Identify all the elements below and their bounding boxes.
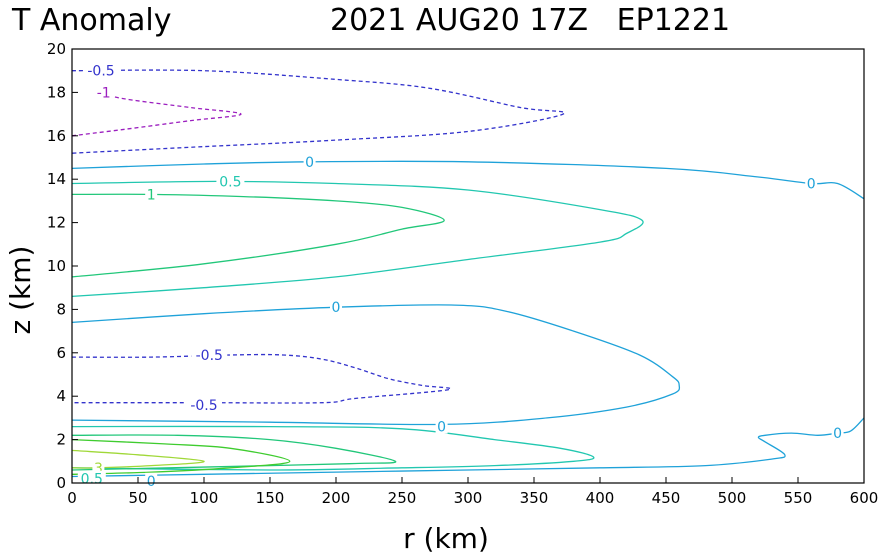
contour-label: 0 (807, 177, 816, 193)
contour-label-bg (216, 173, 245, 189)
y-tick-label: 16 (47, 127, 66, 145)
contour-line-9 (71, 438, 291, 475)
contour-label-bg (330, 299, 342, 315)
contour-line-6 (71, 353, 452, 404)
contour-line-8 (71, 434, 397, 471)
y-tick-label: 0 (56, 474, 66, 492)
x-axis-ticks: 0 50 100 150 200 250 300 350 400 450 500 550 600 (67, 477, 878, 507)
chart-title-right: 2021 AUG20 17Z EP1221 (330, 3, 730, 38)
y-tick-label: 2 (56, 431, 66, 449)
contour-label: 0.5 (81, 472, 103, 488)
contour-label: 0 (833, 426, 842, 442)
x-tick-label: 500 (718, 489, 747, 507)
y-axis-label: z (km) (4, 246, 37, 335)
contour-line-5 (71, 304, 681, 426)
contour-label-bg (186, 396, 222, 412)
x-tick-label: 450 (652, 489, 681, 507)
y-tick-label: 18 (47, 83, 66, 101)
x-tick-label: 600 (850, 489, 879, 507)
x-tick-label: 150 (256, 489, 285, 507)
contour-label-bg (303, 153, 316, 169)
contour-line-10 (71, 449, 205, 469)
contour-line-1 (71, 69, 566, 154)
contour-label-bg (831, 425, 844, 441)
x-tick-label: 300 (454, 489, 483, 507)
contour-labels: -0.5 -1 0 0 0.5 1 0 -0.5 -0.5 0 0 3 0 0.5 (77, 62, 844, 490)
contour-label: 0 (305, 155, 314, 171)
y-tick-label: 4 (56, 387, 66, 405)
y-tick-label: 14 (47, 170, 66, 188)
y-tick-label: 20 (47, 40, 66, 58)
y-tick-label: 12 (47, 214, 66, 232)
contour-label: 3 (94, 461, 103, 477)
y-tick-label: 6 (56, 344, 66, 362)
contour-label-bg (191, 346, 228, 362)
contour-line-7 (71, 425, 595, 471)
contour-label: -0.5 (87, 64, 114, 80)
chart-title-left: T Anomaly (11, 3, 171, 38)
contour-lines (71, 69, 865, 478)
x-tick-label: 200 (322, 489, 351, 507)
contour-label: 0 (147, 474, 156, 490)
contour-line-11 (71, 417, 865, 478)
x-tick-label: 250 (388, 489, 417, 507)
contour-line-2 (71, 160, 865, 200)
contour-label: 1 (147, 187, 156, 203)
contour-label-bg (145, 472, 158, 488)
x-axis-label: r (km) (403, 522, 489, 555)
contour-line-4 (71, 193, 445, 278)
x-tick-label: 350 (520, 489, 549, 507)
contour-label: 0.5 (219, 174, 241, 190)
contour-line-0 (71, 91, 242, 137)
x-tick-label: 400 (586, 489, 615, 507)
contour-label: 0 (332, 300, 341, 316)
contour-label: -0.5 (190, 398, 217, 414)
contour-label-bg (805, 175, 818, 191)
x-tick-label: 100 (190, 489, 219, 507)
contour-label: -1 (97, 85, 111, 101)
contour-label-bg (93, 84, 114, 100)
contour-line-3 (71, 180, 644, 298)
y-axis-ticks: 0 2 4 6 8 10 12 14 16 18 20 (47, 40, 78, 492)
contour-label-bg (435, 418, 448, 434)
contour-label-bg (83, 62, 120, 78)
x-tick-label: 0 (67, 489, 77, 507)
contour-label-bg (145, 186, 158, 202)
x-tick-label: 550 (784, 489, 813, 507)
contour-label-bg (77, 470, 106, 486)
contour-label: -0.5 (196, 348, 223, 364)
contour-label: 0 (437, 420, 446, 436)
x-tick-label: 50 (128, 489, 147, 507)
y-tick-label: 10 (47, 257, 66, 275)
y-tick-label: 8 (56, 300, 66, 318)
